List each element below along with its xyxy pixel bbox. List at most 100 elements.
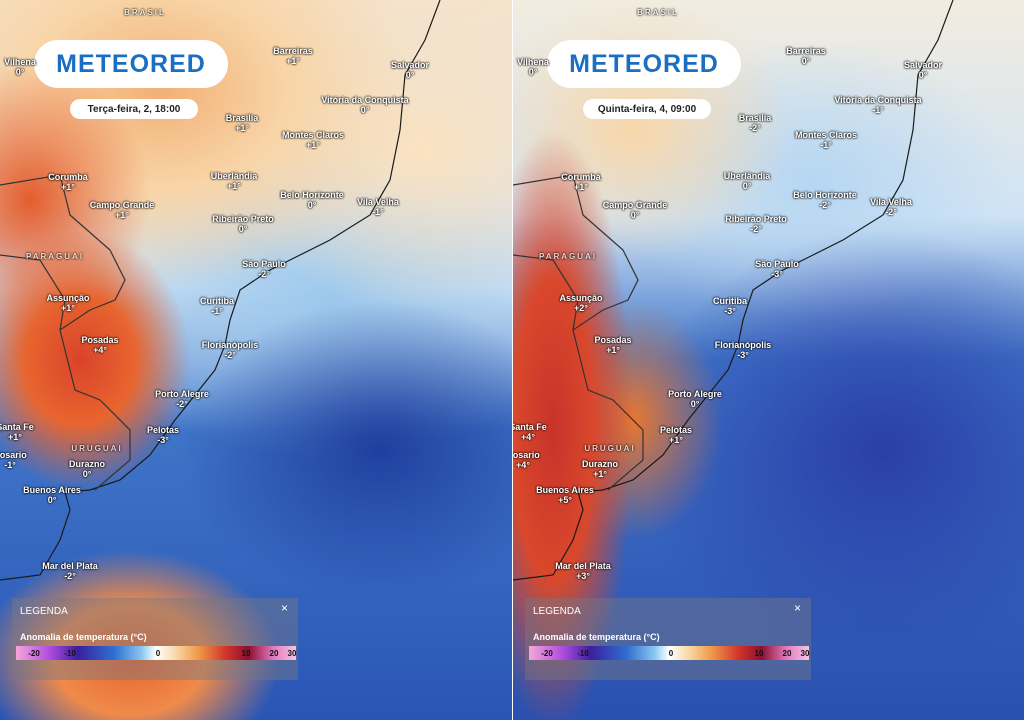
city-value: -3° bbox=[724, 306, 736, 316]
color-bar bbox=[529, 646, 809, 660]
city-value: -1° bbox=[872, 105, 884, 115]
scale-label: 0 bbox=[668, 649, 674, 658]
city-value: -3° bbox=[157, 435, 169, 445]
city-label: Ribeirão Preto -2° bbox=[725, 214, 787, 234]
city-value: -2° bbox=[749, 123, 761, 133]
city-value: -2° bbox=[224, 350, 236, 360]
city-value: -1° bbox=[372, 207, 384, 217]
legend-subtitle: Anomalia de temperatura (°C) bbox=[533, 632, 660, 642]
city-label: Curitiba -3° bbox=[713, 296, 747, 316]
scale-label: 30 bbox=[800, 649, 810, 658]
city-value: +1° bbox=[235, 123, 249, 133]
city-name: Vilhena bbox=[517, 57, 549, 67]
city-value: +5° bbox=[558, 495, 572, 505]
scale-label: 10 bbox=[754, 649, 764, 658]
city-label: Buenos Aires 0° bbox=[23, 485, 81, 505]
scale-label: 0 bbox=[155, 649, 161, 658]
city-name: Mar del Plata bbox=[555, 561, 611, 571]
country-label: URUGUAI bbox=[71, 444, 123, 453]
city-name: Montes Claros bbox=[281, 130, 345, 140]
logo: METEORED bbox=[547, 40, 741, 88]
city-label: Buenos Aires +5° bbox=[536, 485, 594, 505]
city-name: Mar del Plata bbox=[42, 561, 98, 571]
city-label: Uberlândia 0° bbox=[724, 171, 771, 191]
legend: LEGENDA × Anomalia de temperatura (°C) -20 -… bbox=[12, 598, 298, 680]
city-label: Montes Claros -1° bbox=[795, 130, 857, 150]
city-name: Santa Fe bbox=[0, 422, 34, 432]
city-value: 0° bbox=[15, 67, 25, 77]
city-value: +1° bbox=[115, 210, 129, 220]
city-value: +2° bbox=[574, 303, 588, 313]
city-value: +1° bbox=[286, 56, 300, 66]
city-value: 0° bbox=[360, 105, 370, 115]
country-label: BRASIL bbox=[637, 8, 679, 17]
date-label: Terça-feira, 2, 18:00 bbox=[70, 99, 198, 119]
city-label: Porto Alegre 0° bbox=[668, 389, 722, 409]
city-name: Curitiba bbox=[712, 296, 748, 306]
city-value: +1° bbox=[574, 182, 588, 192]
map-lines bbox=[513, 0, 954, 581]
city-name: Pelotas bbox=[659, 425, 693, 435]
city-name: Vila Velha bbox=[870, 197, 912, 207]
city-name: Buenos Aires bbox=[536, 485, 594, 495]
country-label: PARAGUAI bbox=[25, 252, 85, 261]
city-label: Mar del Plata +3° bbox=[555, 561, 611, 581]
city-name: Campo Grande bbox=[89, 200, 155, 210]
city-label: Corumbá +1° bbox=[48, 172, 88, 192]
city-value: -2° bbox=[750, 224, 762, 234]
city-label: Brasília -2° bbox=[739, 113, 772, 133]
city-name: Corumbá bbox=[48, 172, 88, 182]
city-label: Montes Claros +1° bbox=[282, 130, 344, 150]
country-label: BRASIL bbox=[124, 8, 166, 17]
country-label: URUGUAI bbox=[584, 444, 636, 453]
city-label: Vila Velha -2° bbox=[870, 197, 912, 217]
city-value: 0° bbox=[690, 399, 700, 409]
city-value: -3° bbox=[737, 350, 749, 360]
city-value: 0° bbox=[307, 200, 317, 210]
city-name: Uberlândia bbox=[723, 171, 771, 181]
city-label: Campo Grande +1° bbox=[90, 200, 155, 220]
city-name: Porto Alegre bbox=[155, 389, 209, 399]
city-value: -2° bbox=[258, 269, 270, 279]
map-panel: METEORED Terça-feira, 2, 18:00 BRASIL PARAG… bbox=[0, 0, 512, 720]
city-name: Brasília bbox=[738, 113, 772, 123]
city-name: Campo Grande bbox=[602, 200, 668, 210]
city-label: Rosario+4° bbox=[513, 450, 540, 470]
city-value: +1° bbox=[8, 432, 22, 442]
city-name: Buenos Aires bbox=[23, 485, 81, 495]
city-name: Durazno bbox=[69, 459, 105, 469]
city-label: Barreiras +1° bbox=[273, 46, 313, 66]
city-name: Vitória da Conquista bbox=[321, 95, 409, 105]
map-lines bbox=[0, 0, 441, 581]
city-label: Durazno 0° bbox=[69, 459, 105, 479]
city-value: +1° bbox=[669, 435, 683, 445]
city-label: Santa Fe+4° bbox=[513, 422, 547, 442]
city-name: São Paulo bbox=[242, 259, 286, 269]
city-name: São Paulo bbox=[755, 259, 799, 269]
city-name: Barreiras bbox=[273, 46, 313, 56]
city-name: Belo Horizonte bbox=[280, 190, 344, 200]
city-value: +1° bbox=[61, 303, 75, 313]
boundary bbox=[513, 174, 644, 491]
legend-close[interactable]: × bbox=[793, 601, 801, 615]
city-name: Salvador bbox=[903, 60, 943, 70]
city-value: 0° bbox=[630, 210, 640, 220]
city-value: -2° bbox=[819, 200, 831, 210]
city-name: Ribeirão Preto bbox=[725, 214, 787, 224]
city-value: +4° bbox=[516, 460, 530, 470]
city-label: Vitória da Conquista 0° bbox=[321, 95, 408, 115]
boundary bbox=[0, 174, 131, 491]
city-label: Assunção +2° bbox=[559, 293, 602, 313]
city-value: 0° bbox=[47, 495, 57, 505]
city-name: Pelotas bbox=[146, 425, 180, 435]
legend-close[interactable]: × bbox=[280, 601, 288, 615]
date-label: Quinta-feira, 4, 09:00 bbox=[583, 99, 711, 119]
city-label: Vilhena 0° bbox=[517, 57, 549, 77]
scale-label: 20 bbox=[782, 649, 792, 658]
city-value: 0° bbox=[405, 70, 415, 80]
city-value: -1° bbox=[211, 306, 223, 316]
city-name: Rosario bbox=[513, 450, 540, 460]
city-label: Florianópolis -2° bbox=[202, 340, 259, 360]
city-label: Posadas +1° bbox=[594, 335, 631, 355]
city-name: Florianópolis bbox=[201, 340, 259, 350]
